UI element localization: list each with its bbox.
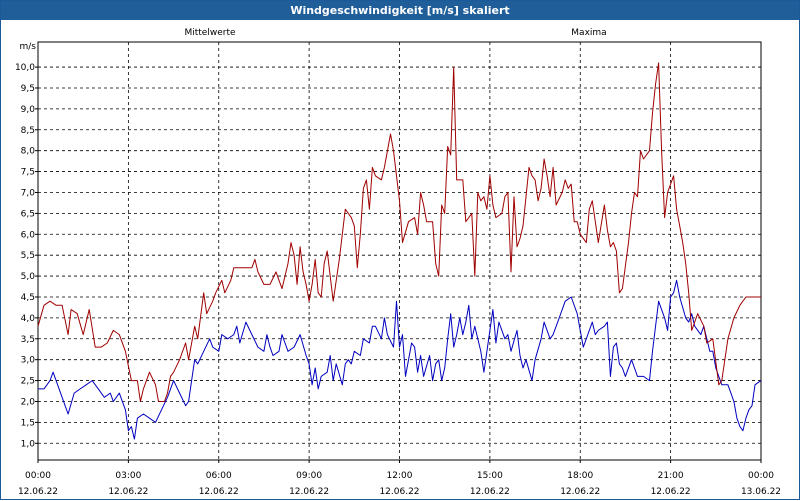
y-tick-label: 10,0 <box>15 63 35 73</box>
x-tick-date-label: 13.06.22 <box>741 487 781 497</box>
y-tick-label: 8,5 <box>21 126 35 136</box>
x-tick-time-label: 18:00 <box>567 471 593 481</box>
y-tick-label: 5,0 <box>21 272 36 282</box>
y-tick-label: 1,5 <box>21 418 35 428</box>
x-tick-time-label: 15:00 <box>477 471 503 481</box>
x-tick-date-label: 12.06.22 <box>470 487 510 497</box>
legend-mittelwerte: Mittelwerte <box>184 28 235 38</box>
y-tick-label: 7,5 <box>21 168 35 178</box>
chart-title: Windgeschwindigkeit [m/s] skaliert <box>1 1 799 20</box>
series-line-maxima <box>37 62 761 402</box>
x-tick-date-label: 12.06.22 <box>108 487 148 497</box>
y-tick-label: 6,0 <box>21 230 36 240</box>
y-tick-label: 2,5 <box>21 377 35 387</box>
x-tick-date-label: 12.06.22 <box>651 487 691 497</box>
y-axis-unit: m/s <box>20 42 37 52</box>
y-tick-label: 3,5 <box>21 335 35 345</box>
y-tick-label: 4,0 <box>21 314 36 324</box>
y-tick-label: 1,0 <box>21 439 36 449</box>
y-tick-label: 9,0 <box>21 105 36 115</box>
x-tick-time-label: 21:00 <box>658 471 684 481</box>
y-tick-label: 7,0 <box>21 188 36 198</box>
x-tick-date-label: 12.06.22 <box>560 487 600 497</box>
x-tick-date-label: 12.06.22 <box>199 487 239 497</box>
legend-maxima: Maxima <box>571 28 606 38</box>
x-tick-time-label: 03:00 <box>115 471 141 481</box>
y-axis: m/s 1,0 1,5 2,0 2,5 3,0 3,5 4,0 4,5 5,0 5,5 6,0 6,5… <box>15 42 38 449</box>
y-tick-label: 4,5 <box>21 293 35 303</box>
y-tick-label: 3,0 <box>21 356 36 366</box>
y-tick-label: 6,5 <box>21 209 35 219</box>
x-tick-date-label: 12.06.22 <box>18 487 58 497</box>
series-line-mittelwerte <box>38 279 762 440</box>
y-tick-label: 5,5 <box>21 251 35 261</box>
legend: Mittelwerte Maxima <box>184 28 606 38</box>
grid <box>38 42 761 460</box>
x-tick-time-label: 12:00 <box>387 471 413 481</box>
y-tick-label: 9,5 <box>21 84 35 94</box>
x-tick-time-label: 00:00 <box>25 471 51 481</box>
x-tick-time-label: 06:00 <box>206 471 232 481</box>
x-axis: 00:00 12.06.22 03:00 12.06.22 06:00 12.06.22 0… <box>18 460 781 497</box>
x-tick-time-label: 09:00 <box>296 471 322 481</box>
x-tick-time-label: 00:00 <box>748 471 774 481</box>
series-group <box>37 62 762 440</box>
y-tick-label: 2,0 <box>21 397 36 407</box>
y-tick-label: 8,0 <box>21 147 36 157</box>
x-tick-date-label: 12.06.22 <box>379 487 419 497</box>
x-tick-date-label: 12.06.22 <box>289 487 329 497</box>
